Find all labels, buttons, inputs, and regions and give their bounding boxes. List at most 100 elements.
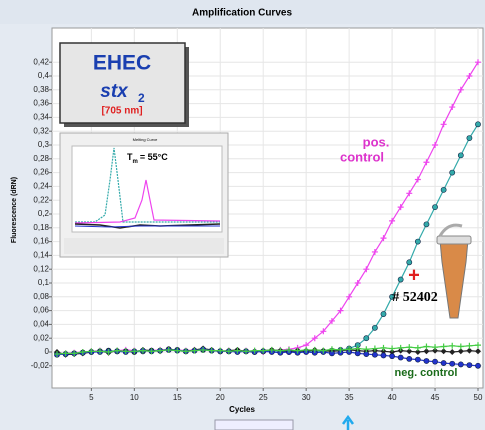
- point: [157, 347, 164, 354]
- point: [320, 347, 327, 354]
- tm-label: Tm = 55°C: [127, 152, 168, 164]
- point: [88, 348, 95, 355]
- y-tick-label: 0,02: [33, 333, 49, 342]
- point: [285, 346, 292, 353]
- point: [457, 86, 464, 93]
- point: [389, 353, 395, 360]
- point: [440, 348, 447, 355]
- point: [182, 348, 189, 355]
- y-tick-label: 0,22: [33, 195, 49, 204]
- point: [105, 349, 112, 355]
- point: [165, 346, 172, 353]
- point: [457, 361, 464, 368]
- y-tick-label: 0,42: [33, 57, 49, 66]
- point: [225, 348, 232, 355]
- point: [380, 344, 387, 351]
- tube-icon: [436, 223, 472, 319]
- point: [440, 360, 447, 366]
- point: [346, 346, 353, 353]
- inset-legend: [64, 238, 224, 254]
- point: [174, 347, 181, 354]
- point: [311, 346, 318, 353]
- point: [363, 346, 370, 353]
- point: [449, 104, 456, 111]
- inset-curve: [74, 225, 220, 228]
- point: [122, 348, 129, 355]
- y-tick-label: 0,34: [33, 113, 49, 122]
- point: [354, 350, 361, 357]
- point: [139, 347, 146, 354]
- point: [320, 328, 327, 335]
- point: [449, 169, 456, 176]
- point: [432, 358, 438, 365]
- y-tick-label: 0,14: [33, 251, 49, 260]
- series-layer: [54, 59, 481, 369]
- inset-curve: [75, 147, 220, 223]
- point: [475, 362, 481, 369]
- point: [363, 351, 370, 357]
- point: [311, 335, 318, 342]
- x-tick-label: 35: [345, 393, 354, 402]
- point: [389, 293, 395, 300]
- point: [397, 354, 404, 361]
- point: [406, 344, 413, 351]
- y-axis-label: Fluorescence (dRN): [11, 177, 18, 243]
- point: [414, 356, 421, 363]
- wavelength-label: [705 nm]: [101, 106, 142, 117]
- point: [303, 346, 310, 353]
- tm-sub: m: [133, 159, 138, 165]
- point: [294, 347, 301, 354]
- point: [475, 59, 481, 66]
- sample-marker: +: [408, 264, 420, 286]
- point: [475, 342, 481, 349]
- point: [440, 121, 447, 128]
- point: [389, 345, 396, 352]
- point: [371, 351, 378, 358]
- tube-rim: [436, 235, 472, 245]
- tube-cap: [438, 223, 463, 237]
- point: [277, 347, 284, 354]
- point: [457, 343, 464, 350]
- point: [131, 348, 138, 355]
- point: [337, 307, 344, 314]
- y-tick-label: 0,36: [33, 99, 49, 108]
- x-tick-label: 45: [431, 393, 440, 402]
- point: [414, 349, 421, 355]
- point: [354, 345, 361, 352]
- inset: Melting Curve Tm = 55°C: [59, 132, 229, 258]
- inset-title: Melting Curve: [133, 137, 158, 142]
- arrow: [341, 414, 355, 430]
- point: [96, 348, 103, 355]
- y-tick-label: 0,38: [33, 85, 49, 94]
- point: [406, 355, 413, 362]
- point: [423, 159, 430, 166]
- point: [466, 342, 473, 349]
- x-tick-label: 5: [89, 393, 94, 402]
- point: [217, 347, 224, 354]
- point: [346, 293, 353, 300]
- point: [371, 345, 378, 352]
- y-tick-label: 0,12: [33, 264, 49, 273]
- gene-subscript: 2: [138, 91, 145, 105]
- point: [449, 360, 456, 367]
- sample-label: # 52402: [392, 290, 438, 305]
- scrollbar[interactable]: [214, 419, 294, 430]
- point: [449, 349, 456, 355]
- target-label: EHEC: [93, 52, 151, 75]
- neg-control-label: neg. control: [395, 367, 458, 379]
- tm-value: = 55°C: [140, 152, 168, 162]
- point: [457, 348, 464, 355]
- point: [54, 351, 60, 358]
- y-tick-label: 0,3: [38, 140, 50, 149]
- point: [62, 350, 69, 357]
- tm-t: T: [127, 152, 133, 162]
- point: [457, 152, 464, 159]
- y-tick-label: 0,18: [33, 223, 49, 232]
- point: [363, 266, 370, 273]
- point: [423, 348, 430, 355]
- point: [328, 346, 335, 353]
- point: [466, 347, 473, 354]
- x-tick-label: 40: [388, 393, 397, 402]
- y-tick-label: 0,2: [38, 209, 50, 218]
